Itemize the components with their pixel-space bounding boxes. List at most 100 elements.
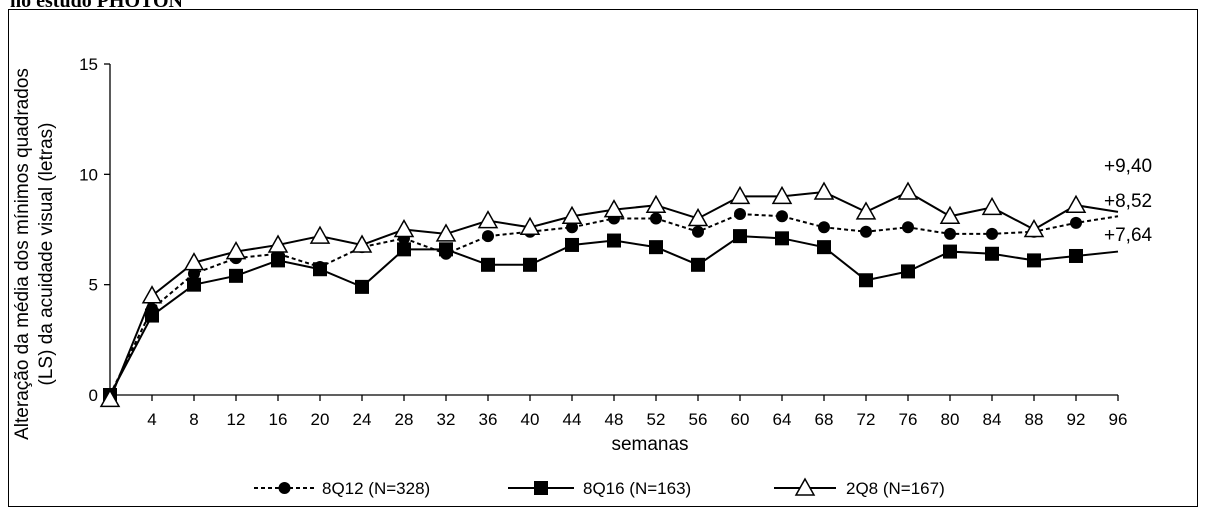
legend-item-2: 8Q16 (N=163): [508, 479, 691, 498]
x-tick-label: 60: [731, 410, 750, 429]
data-point: [188, 267, 200, 280]
legend-item-3: 2Q8 (N=167): [774, 477, 945, 498]
data-point: [267, 234, 289, 253]
data-point: [776, 210, 788, 223]
x-tick-label: 4: [147, 410, 156, 429]
data-point: [771, 185, 793, 205]
x-tick-label: 96: [1109, 410, 1128, 429]
x-tick-label: 20: [311, 410, 330, 429]
data-point: [692, 225, 704, 238]
data-point: [859, 273, 873, 288]
x-tick-label: 52: [647, 410, 666, 429]
data-point: [99, 388, 121, 408]
data-point: [944, 227, 956, 240]
data-point: [645, 194, 667, 213]
x-tick-label: 68: [815, 410, 834, 429]
series-line: [109, 235, 1119, 396]
data-point: [187, 277, 201, 292]
legend: 8Q12 (N=328) 8Q16 (N=163) 2Q8 (N=167): [254, 477, 945, 498]
data-point: [1069, 248, 1083, 263]
data-point: [565, 237, 579, 252]
legend-marker: [794, 477, 816, 496]
x-tick-label: 16: [269, 410, 288, 429]
legend-marker: [278, 482, 291, 494]
data-point: [477, 210, 499, 229]
end-annotation: +7,64: [1104, 225, 1153, 246]
y-axis-title: Alteração da média dos mínimos quadrados…: [12, 68, 57, 440]
y-axis-label-line-2: (LS) da acuidade visual (letras): [36, 123, 57, 386]
data-point: [1023, 218, 1045, 238]
data-point: [355, 279, 369, 294]
y-tick-label: 0: [89, 386, 98, 405]
y-tick-label: 15: [79, 55, 98, 74]
y-tick-label: 5: [89, 276, 98, 295]
x-tick-label: 44: [563, 410, 582, 429]
x-tick-label: 40: [521, 410, 540, 429]
data-point: [775, 231, 789, 246]
data-point: [393, 218, 415, 238]
data-point: [561, 205, 583, 225]
data-point: [981, 196, 1003, 216]
y-axis-ticks: 0 5 10 15: [79, 55, 110, 405]
x-tick-label: 84: [983, 410, 1002, 429]
data-point: [729, 185, 751, 205]
x-axis-label: semanas: [611, 434, 688, 455]
data-point: [183, 252, 205, 271]
x-tick-label: 48: [605, 410, 624, 429]
y-tick-label: 10: [79, 165, 98, 184]
data-point: [902, 221, 914, 234]
data-point: [141, 285, 163, 304]
x-tick-label: 32: [437, 410, 456, 429]
data-point: [818, 221, 830, 234]
end-annotation: +9,40: [1104, 156, 1152, 177]
data-point: [603, 199, 625, 218]
data-point: [817, 240, 831, 255]
data-point: [650, 212, 662, 225]
x-tick-label: 24: [353, 410, 372, 429]
x-tick-label: 76: [899, 410, 918, 429]
data-point: [607, 233, 621, 248]
y-axis-label-line-1: Alteração da média dos mínimos quadrados: [12, 68, 33, 440]
data-point: [145, 308, 159, 323]
data-point: [897, 181, 919, 200]
data-point: [313, 262, 327, 277]
x-tick-label: 92: [1067, 410, 1086, 429]
data-point: [482, 230, 494, 243]
data-point: [519, 216, 541, 236]
legend-label: 2Q8 (N=167): [846, 479, 945, 498]
x-tick-label: 12: [227, 410, 246, 429]
data-point: [813, 181, 835, 200]
data-point: [733, 229, 747, 244]
data-point: [649, 240, 663, 255]
data-point: [271, 253, 285, 268]
x-tick-label: 88: [1025, 410, 1044, 429]
series-3: [99, 181, 1119, 408]
data-point: [855, 201, 877, 220]
x-tick-label: 36: [479, 410, 498, 429]
series-layer: [99, 181, 1119, 408]
legend-marker: [534, 481, 548, 495]
data-point: [939, 205, 961, 225]
data-point: [1070, 216, 1082, 229]
x-tick-label: 56: [689, 410, 708, 429]
data-point: [523, 257, 537, 272]
x-tick-label: 64: [773, 410, 792, 429]
data-point: [351, 234, 373, 253]
data-point: [229, 268, 243, 283]
data-point: [481, 257, 495, 272]
data-point: [687, 207, 709, 227]
data-point: [435, 223, 457, 242]
legend-label: 8Q12 (N=328): [322, 479, 430, 498]
axes: [109, 64, 1118, 396]
data-point: [691, 257, 705, 272]
x-tick-label: 80: [941, 410, 960, 429]
chart-frame: [8, 9, 1198, 507]
data-point: [986, 227, 998, 240]
x-tick-label: 8: [189, 410, 198, 429]
series-2: [103, 229, 1119, 402]
data-point: [225, 241, 247, 260]
data-point: [397, 242, 411, 257]
data-point: [1027, 253, 1041, 268]
x-tick-label: 28: [395, 410, 414, 429]
